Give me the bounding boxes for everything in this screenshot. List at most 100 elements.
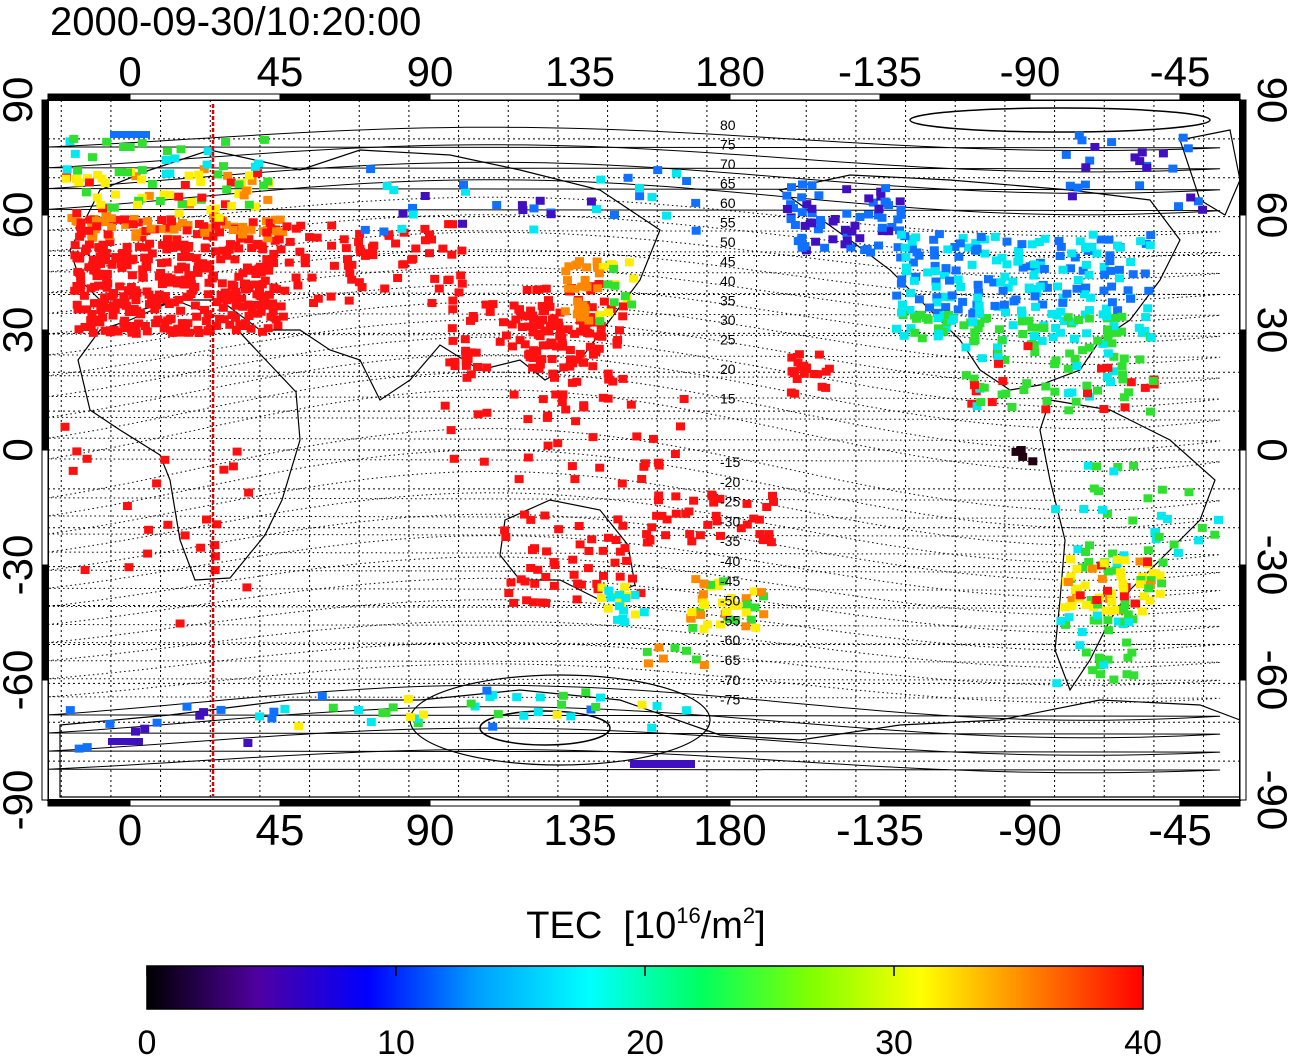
tec-cell — [291, 224, 301, 233]
tec-cell — [216, 255, 226, 264]
tec-cell — [262, 255, 272, 264]
tec-cell — [1115, 274, 1124, 283]
tec-cell — [897, 275, 907, 284]
tec-cell — [997, 253, 1007, 262]
tec-cell — [280, 286, 290, 295]
tec-cell — [131, 296, 141, 304]
tec-cell — [445, 358, 455, 367]
tec-cell — [971, 239, 981, 248]
lon-tick-top: 45 — [257, 48, 304, 95]
colorbar-title: TEC [1016/m2] — [0, 903, 1292, 948]
tec-cell — [256, 268, 266, 277]
tec-cell — [958, 297, 968, 306]
colorbar-tick-label: 10 — [377, 1024, 415, 1057]
tec-cell — [273, 321, 283, 330]
tec-cell — [92, 193, 102, 202]
tec-cell — [194, 170, 204, 179]
tec-cell — [146, 224, 156, 233]
tec-cell — [627, 300, 637, 309]
tec-cell — [842, 185, 852, 194]
tec-cell — [972, 244, 982, 253]
tec-cell — [1017, 309, 1027, 318]
tec-cell — [1027, 323, 1037, 332]
tec-cell — [1117, 327, 1126, 336]
tec-cell — [499, 318, 508, 327]
tec-cell — [473, 363, 482, 371]
tec-cell — [1072, 284, 1082, 293]
tec-cell — [96, 200, 106, 209]
tec-cell — [177, 262, 187, 271]
tec-cell — [598, 393, 608, 402]
tec-cell — [1099, 286, 1109, 295]
tec-cell — [614, 602, 624, 611]
tec-cell — [596, 693, 605, 702]
tec-cell — [1119, 592, 1129, 601]
tec-cell — [183, 319, 193, 328]
lon-tick-top: 180 — [695, 48, 765, 95]
tec-cell — [998, 377, 1008, 385]
tec-cell — [661, 531, 671, 540]
tec-cell — [550, 561, 560, 569]
tec-cell — [141, 227, 151, 235]
tec-cell — [876, 187, 886, 196]
tec-cell — [284, 258, 294, 267]
tec-cell — [140, 724, 150, 733]
tec-cell — [615, 572, 625, 581]
tec-cell — [1085, 156, 1095, 165]
tec-cell — [131, 232, 141, 241]
tec-cell — [247, 176, 257, 185]
frame-bar-right — [1239, 214, 1247, 331]
tec-cell — [122, 502, 132, 510]
tec-cell — [1103, 655, 1113, 664]
tec-cell — [107, 223, 117, 232]
tec-cell — [153, 315, 163, 324]
tec-cell — [226, 178, 236, 187]
tec-cell — [162, 258, 172, 267]
tec-cell — [578, 301, 588, 310]
tec-cell — [413, 719, 423, 727]
tec-cell — [742, 499, 752, 508]
tec-cell — [588, 362, 598, 371]
tec-cell — [1102, 509, 1112, 518]
tec-cell — [448, 296, 458, 305]
tec-cell — [535, 693, 545, 702]
tec-cell — [572, 595, 582, 604]
tec-cell — [124, 563, 134, 572]
tec-cell — [1092, 249, 1102, 258]
tec-cell — [449, 454, 459, 463]
tec-cell — [214, 213, 224, 222]
tec-cell — [1111, 313, 1121, 322]
tec-cell — [1094, 653, 1104, 662]
tec-cell — [159, 190, 169, 199]
tec-cell — [1032, 323, 1042, 332]
tec-cell — [615, 326, 624, 335]
tec-cell — [247, 244, 257, 252]
tec-cell — [703, 520, 713, 529]
tec-cell — [876, 192, 886, 201]
tec-cell — [1109, 467, 1119, 476]
tec-cell — [1011, 447, 1021, 456]
tec-cell — [199, 165, 209, 174]
tec-cell — [653, 166, 663, 175]
tec-cell — [127, 307, 137, 316]
tec-cell — [862, 245, 872, 253]
tec-cell — [1084, 306, 1094, 315]
contour-line — [47, 266, 1221, 323]
tec-cell — [312, 233, 322, 242]
contour-line — [47, 144, 1221, 173]
tec-cell — [182, 278, 192, 287]
tec-cell — [517, 323, 527, 331]
tec-cell — [391, 239, 401, 248]
tec-cell — [516, 311, 526, 320]
tec-cell — [166, 314, 176, 323]
tec-cell — [604, 533, 613, 542]
tec-cell — [908, 258, 918, 267]
tec-cell — [242, 263, 252, 272]
tec-cell — [1016, 446, 1026, 455]
tec-cell — [930, 251, 940, 260]
tec-cell — [1107, 298, 1117, 307]
tec-cell — [183, 243, 193, 252]
frame-bar-right — [1239, 564, 1247, 681]
tec-cell — [1109, 352, 1119, 361]
